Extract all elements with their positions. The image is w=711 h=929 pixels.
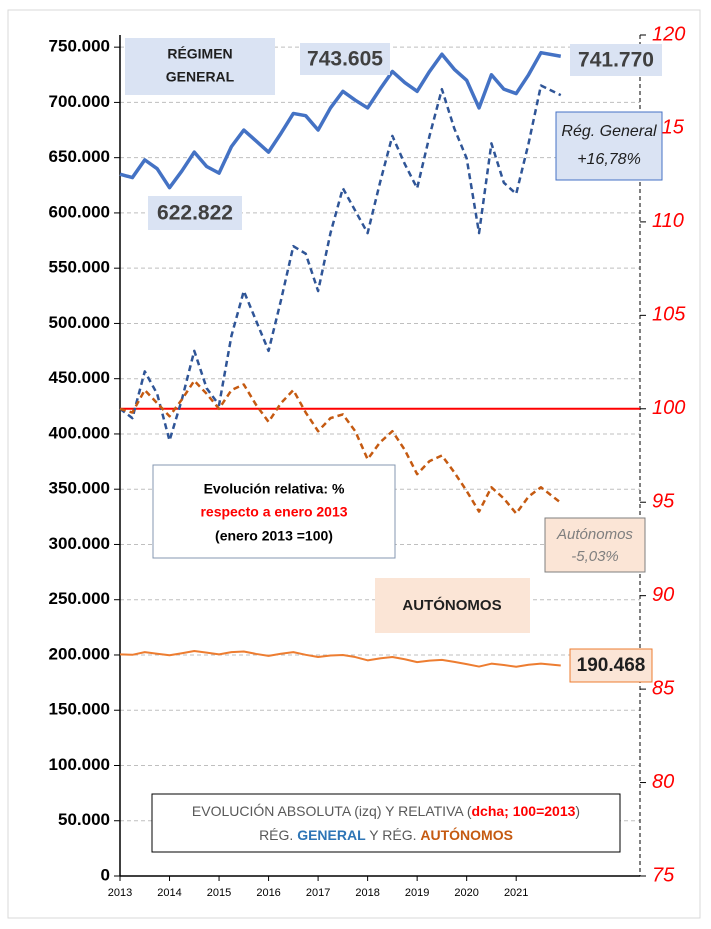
y2-tick-label: 110	[652, 210, 684, 232]
y-tick-label: 500.000	[49, 313, 110, 332]
box	[300, 43, 390, 75]
x-tick-label: 2018	[355, 887, 379, 899]
series-line	[119, 379, 562, 515]
y2-tick-label: 85	[652, 677, 675, 699]
footer-part: )	[575, 803, 580, 819]
footer-part: Y RÉG.	[366, 827, 421, 843]
annotation: -5,03%	[571, 548, 619, 565]
footer-part: dcha; 100=2013	[472, 803, 576, 819]
box	[152, 464, 396, 559]
x-tick-label: 2019	[405, 887, 429, 899]
box	[555, 111, 663, 181]
annotation: AUTÓNOMOS	[402, 596, 501, 614]
footer-part: AUTÓNOMOS	[420, 826, 513, 843]
y-tick-label: 350.000	[49, 479, 110, 498]
y-tick-label: 0	[101, 865, 110, 884]
y-tick-label: 450.000	[49, 368, 110, 387]
box	[544, 517, 646, 573]
annotation: 743.605	[307, 48, 383, 71]
series-line	[119, 84, 562, 442]
box	[151, 793, 621, 853]
x-tick-label: 2020	[454, 887, 478, 899]
y2-tick-label: 80	[652, 771, 674, 793]
y-tick-label: 400.000	[49, 423, 110, 442]
annotation: Autónomos	[556, 526, 633, 543]
y-tick-label: 200.000	[49, 644, 110, 663]
y2-tick-label: 90	[652, 584, 674, 606]
annotations: RÉGIMEN GENERAL 743.605 741.770 622.822 …	[125, 38, 663, 853]
y-tick-label: 550.000	[49, 258, 110, 277]
footer: EVOLUCIÓN ABSOLUTA (izq) Y RELATIVA (dch…	[192, 803, 580, 819]
footer-part: GENERAL	[297, 827, 366, 843]
x-tick-label: 2017	[306, 887, 330, 899]
box	[148, 196, 242, 230]
box	[125, 38, 275, 95]
x-tick-label: 2016	[256, 887, 280, 899]
annotation: 190.468	[577, 655, 646, 676]
annotation: (enero 2013 =100)	[215, 528, 333, 544]
y-tick-label: 150.000	[49, 700, 110, 719]
footer-part: EVOLUCIÓN ABSOLUTA (izq) Y RELATIVA (	[192, 803, 472, 819]
x-tick-label: 2021	[504, 887, 528, 899]
series-line	[119, 50, 562, 190]
y-tick-label: 600.000	[49, 202, 110, 221]
y-tick-label: 250.000	[49, 589, 110, 608]
y-tick-label: 300.000	[49, 534, 110, 553]
box	[375, 578, 530, 633]
y-tick-label: 50.000	[58, 810, 110, 829]
series-line	[119, 650, 561, 668]
x-tick-label: 2013	[108, 887, 132, 899]
y2-tick-label: 75	[652, 864, 675, 886]
annotation: respecto a enero 2013	[200, 504, 347, 520]
annotation: Rég. General	[561, 123, 657, 140]
y-tick-label: 100.000	[49, 755, 110, 774]
annotation: 622.822	[157, 202, 233, 225]
y-tick-label: 750.000	[49, 37, 110, 56]
annotation: +16,78%	[577, 151, 641, 168]
y-tick-label: 700.000	[49, 92, 110, 111]
y2-tick-label: 120	[652, 23, 685, 45]
annotation: RÉGIMEN	[167, 46, 232, 62]
y2-tick-label: 95	[652, 491, 675, 513]
footer: RÉG. GENERAL Y RÉG. AUTÓNOMOS	[259, 826, 513, 843]
annotation: GENERAL	[166, 69, 235, 85]
annotation: Evolución relativa: %	[204, 481, 345, 497]
annotation: 741.770	[578, 49, 654, 72]
y-tick-label: 650.000	[49, 147, 110, 166]
y2-tick-label: 105	[652, 304, 686, 326]
box	[569, 648, 653, 683]
footer-part: RÉG.	[259, 827, 297, 843]
box	[570, 44, 662, 76]
y2-tick-label: 100	[652, 397, 685, 419]
x-tick-label: 2015	[207, 887, 231, 899]
x-tick-label: 2014	[157, 887, 181, 899]
